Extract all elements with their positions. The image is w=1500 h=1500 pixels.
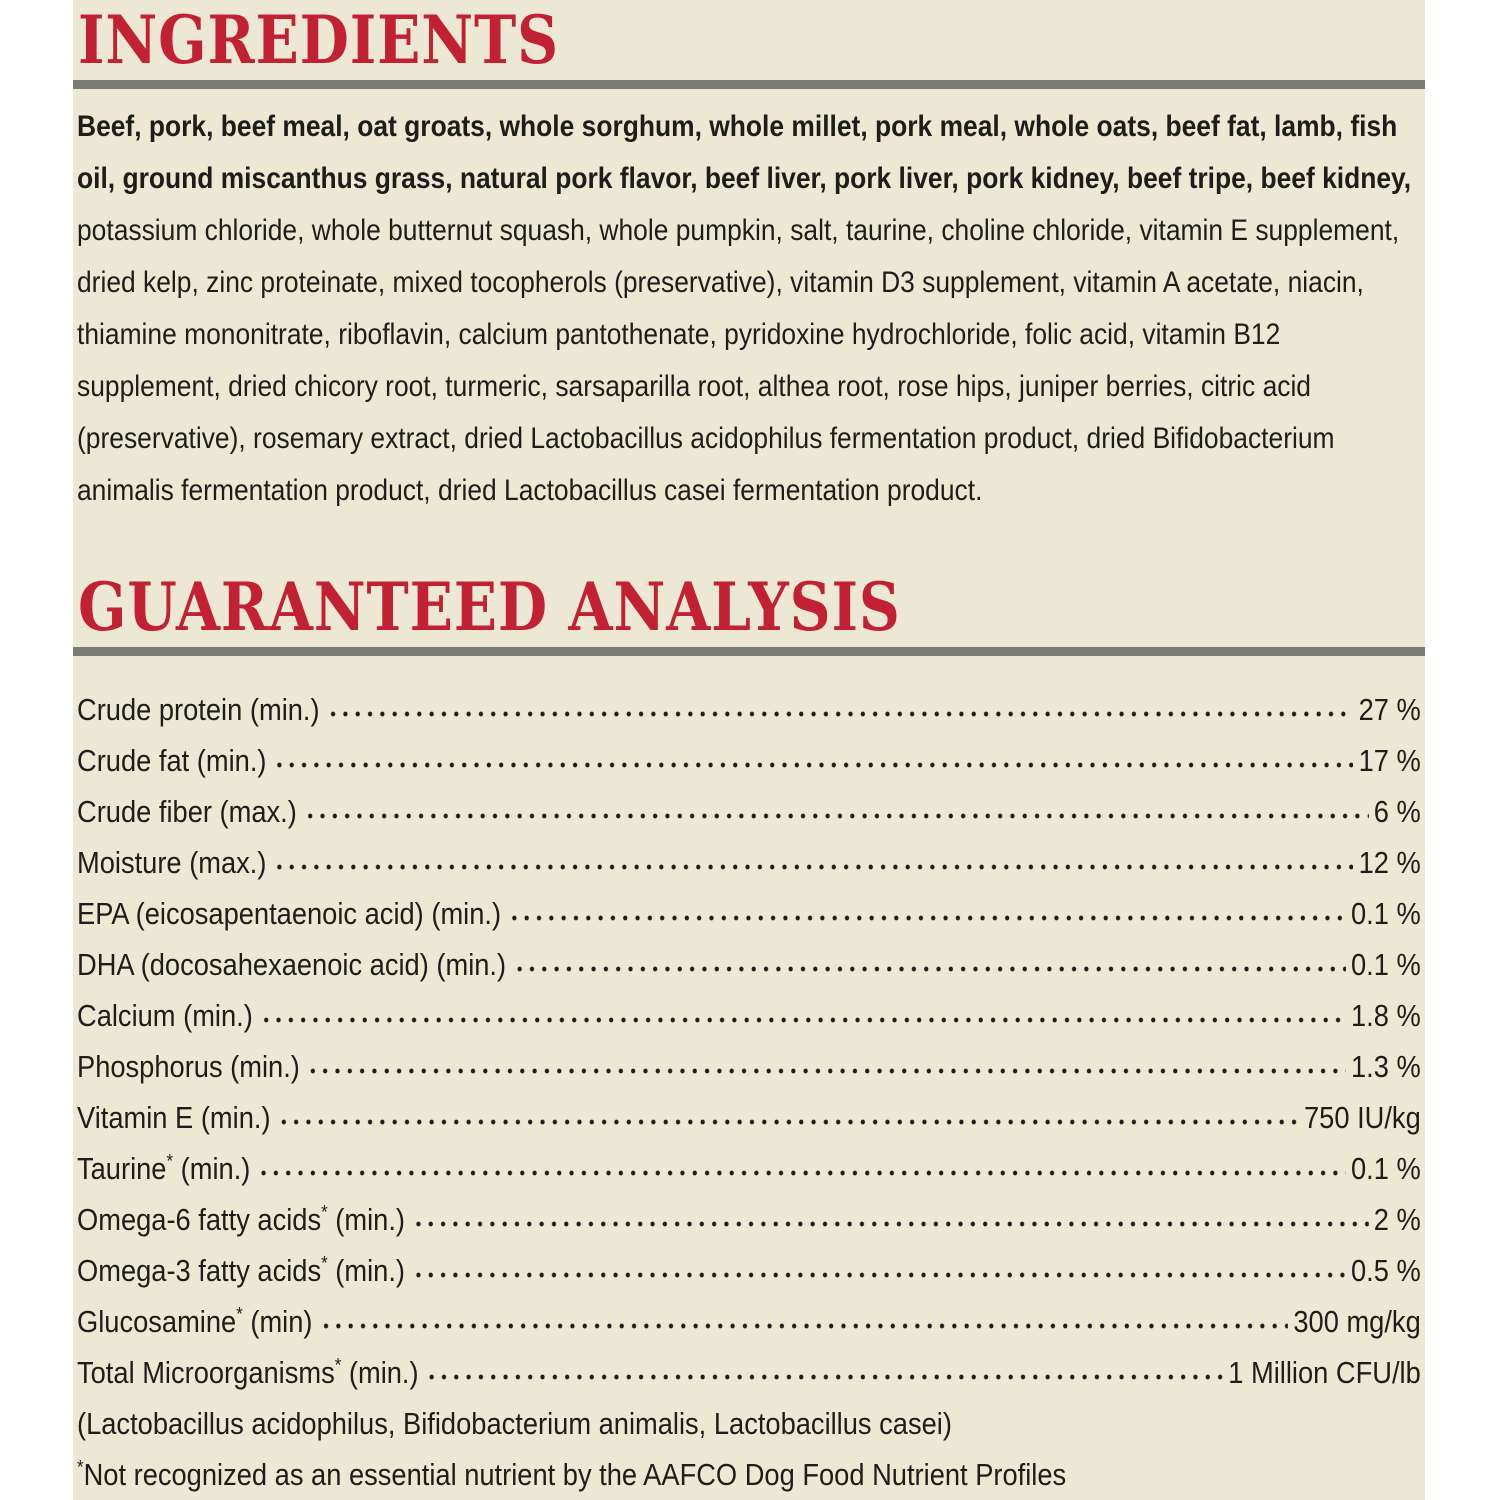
analysis-row-value: 12 % xyxy=(1358,845,1421,880)
analysis-row: EPA (eicosapentaenoic acid) (min.) 0.1 % xyxy=(77,881,1421,932)
analysis-row-value: 0.1 % xyxy=(1350,947,1421,982)
dot-leader xyxy=(303,779,1369,830)
analysis-row-value: 0.1 % xyxy=(1350,896,1421,931)
analysis-row: Crude protein (min.) 27 % xyxy=(77,677,1421,728)
ingredients-primary-list: Beef, pork, beef meal, oat groats, whole… xyxy=(77,110,1412,195)
analysis-row-value: 17 % xyxy=(1358,743,1421,778)
analysis-row-label: Total Microorganisms* (min.) xyxy=(77,1355,419,1390)
analysis-row: Calcium (min.) 1.8 % xyxy=(77,983,1421,1034)
dot-leader xyxy=(425,1340,1223,1391)
analysis-row-label: Crude fiber (max.) xyxy=(77,794,297,829)
analysis-row: Vitamin E (min.) 750 IU/kg xyxy=(77,1085,1421,1136)
ingredients-secondary-list: potassium chloride, whole butternut squa… xyxy=(77,214,1400,507)
analysis-row: Crude fiber (max.) 6 % xyxy=(77,779,1421,830)
ingredients-title-text: INGREDIENTS xyxy=(78,1,559,79)
footnote: *Not recognized as an essential nutrient… xyxy=(77,1457,1066,1493)
analysis-row-label: DHA (docosahexaenoic acid) (min.) xyxy=(77,947,507,982)
analysis-rows: Crude protein (min.) 27 % Crude fat (min… xyxy=(77,677,1421,1391)
label-content: INGREDIENTS Beef, pork, beef meal, oat g… xyxy=(73,4,1425,1493)
dot-leader xyxy=(513,932,1346,983)
analysis-row: Phosphorus (min.) 1.3 % xyxy=(77,1034,1421,1085)
analysis-row-label: Vitamin E (min.) xyxy=(77,1100,271,1135)
dot-leader xyxy=(326,677,1354,728)
dot-leader xyxy=(412,1187,1369,1238)
analysis-row: Omega-6 fatty acids* (min.) 2 % xyxy=(77,1187,1421,1238)
analysis-row: Taurine* (min.) 0.1 % xyxy=(77,1136,1421,1187)
ingredients-title: INGREDIENTS xyxy=(78,4,1425,76)
analysis-row-value: 1.8 % xyxy=(1350,998,1421,1033)
analysis-row: Glucosamine* (min) 300 mg/kg xyxy=(77,1289,1421,1340)
dot-leader xyxy=(257,1136,1346,1187)
analysis-row-value: 1.3 % xyxy=(1350,1049,1421,1084)
analysis-row-label: Crude fat (min.) xyxy=(77,743,267,778)
analysis-row-label: Omega-6 fatty acids* (min.) xyxy=(77,1202,405,1237)
microorganisms-note-row: (Lactobacillus acidophilus, Bifidobacter… xyxy=(77,1391,1421,1442)
section-divider-top xyxy=(73,80,1425,89)
dot-leader xyxy=(273,830,1354,881)
asterisk-superscript: * xyxy=(321,1253,328,1275)
asterisk-superscript: * xyxy=(166,1151,174,1173)
analysis-row: Crude fat (min.) 17 % xyxy=(77,728,1421,779)
analysis-row-value: 0.1 % xyxy=(1350,1151,1421,1186)
analysis-row-label: Phosphorus (min.) xyxy=(77,1049,300,1084)
footnote-text: Not recognized as an essential nutrient … xyxy=(83,1457,1067,1492)
dot-leader xyxy=(319,1289,1289,1340)
guaranteed-analysis-title-text: GUARANTEED ANALYSIS xyxy=(78,568,901,646)
dot-leader xyxy=(508,881,1346,932)
label-panel: INGREDIENTS Beef, pork, beef meal, oat g… xyxy=(73,0,1425,1500)
dot-leader xyxy=(273,728,1354,779)
dot-leader xyxy=(412,1238,1346,1289)
analysis-row: Moisture (max.) 12 % xyxy=(77,830,1421,881)
dot-leader xyxy=(277,1085,1299,1136)
ingredients-paragraph: Beef, pork, beef meal, oat groats, whole… xyxy=(77,101,1421,517)
dot-leader xyxy=(259,983,1346,1034)
analysis-row-value: 6 % xyxy=(1373,794,1421,829)
analysis-row-label: EPA (eicosapentaenoic acid) (min.) xyxy=(77,896,502,931)
analysis-row-value: 2 % xyxy=(1373,1202,1421,1237)
analysis-row-label: Moisture (max.) xyxy=(77,845,267,880)
analysis-row: Total Microorganisms* (min.) 1 Million C… xyxy=(77,1340,1421,1391)
footnote-asterisk: * xyxy=(77,1457,84,1479)
analysis-row-label: Crude protein (min.) xyxy=(77,692,320,727)
footnote-row: *Not recognized as an essential nutrient… xyxy=(77,1442,1421,1493)
analysis-row: Omega-3 fatty acids* (min.) 0.5 % xyxy=(77,1238,1421,1289)
analysis-row-value: 300 mg/kg xyxy=(1293,1304,1421,1339)
section-divider-analysis xyxy=(73,647,1425,656)
analysis-row-value: 1 Million CFU/lb xyxy=(1228,1355,1421,1390)
microorganisms-note: (Lactobacillus acidophilus, Bifidobacter… xyxy=(77,1406,952,1441)
guaranteed-analysis-title: GUARANTEED ANALYSIS xyxy=(78,571,1425,643)
asterisk-superscript: * xyxy=(321,1202,328,1224)
analysis-row-label: Glucosamine* (min) xyxy=(77,1304,313,1339)
asterisk-superscript: * xyxy=(236,1304,243,1326)
analysis-row-label: Calcium (min.) xyxy=(77,998,253,1033)
analysis-row-label: Omega-3 fatty acids* (min.) xyxy=(77,1253,405,1288)
dot-leader xyxy=(306,1034,1346,1085)
guaranteed-analysis-table: Crude protein (min.) 27 % Crude fat (min… xyxy=(77,677,1421,1493)
analysis-row: DHA (docosahexaenoic acid) (min.) 0.1 % xyxy=(77,932,1421,983)
asterisk-superscript: * xyxy=(334,1355,342,1377)
analysis-row-value: 750 IU/kg xyxy=(1303,1100,1421,1135)
analysis-row-label: Taurine* (min.) xyxy=(77,1151,251,1186)
analysis-row-value: 27 % xyxy=(1358,692,1421,727)
analysis-row-value: 0.5 % xyxy=(1350,1253,1421,1288)
